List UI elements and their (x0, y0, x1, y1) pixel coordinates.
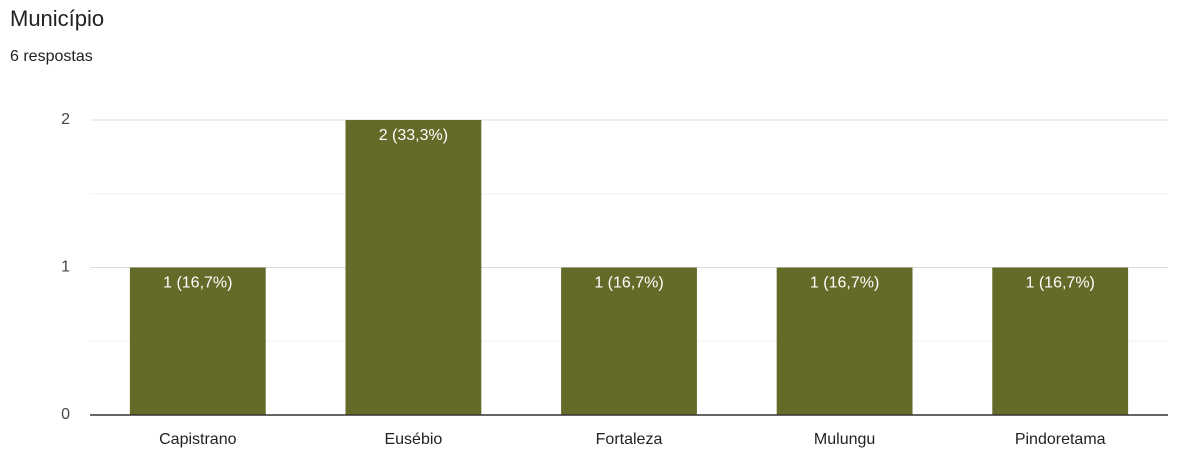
y-tick-label: 2 (61, 111, 70, 128)
y-tick-label: 1 (61, 259, 70, 276)
x-tick-label: Pindoretama (1015, 431, 1106, 448)
bar (129, 267, 266, 415)
x-tick-label: Fortaleza (596, 431, 663, 448)
bar (776, 267, 913, 415)
chart-title: Município (10, 6, 104, 31)
x-tick-label: Capistrano (159, 431, 236, 448)
value-label: 1 (16,7%) (1026, 275, 1095, 292)
y-tick-label: 0 (61, 406, 70, 423)
value-label: 1 (16,7%) (594, 275, 663, 292)
bar (345, 120, 482, 415)
x-tick-label: Eusébio (384, 431, 442, 448)
bar (992, 267, 1129, 415)
value-label: 1 (16,7%) (163, 275, 232, 292)
value-label: 2 (33,3%) (379, 127, 448, 144)
value-label: 1 (16,7%) (810, 275, 879, 292)
chart-subtitle: 6 respostas (10, 48, 93, 65)
bar (561, 267, 697, 415)
x-tick-label: Mulungu (814, 431, 875, 448)
